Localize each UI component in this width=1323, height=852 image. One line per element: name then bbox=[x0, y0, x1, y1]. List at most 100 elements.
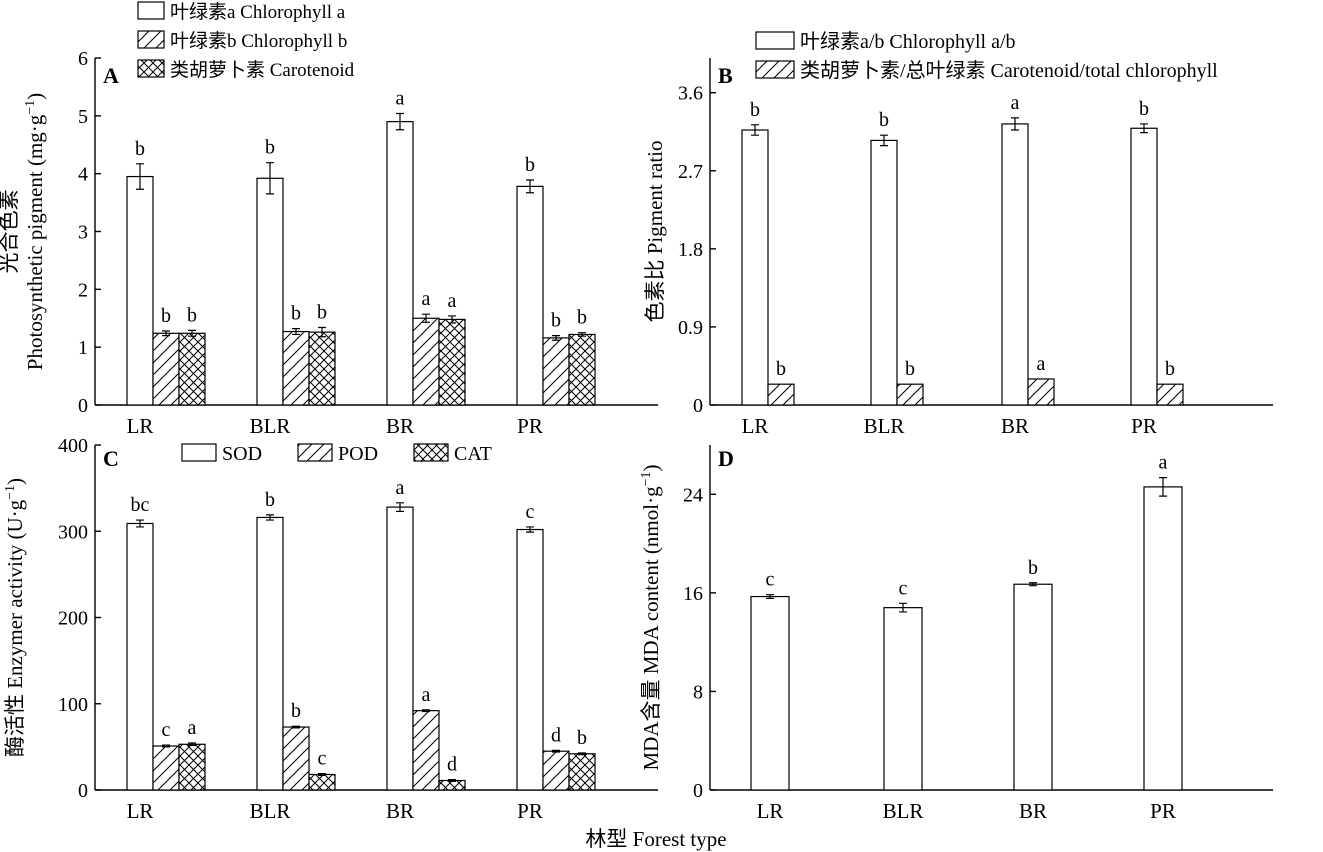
panel-d-y-tick-label: 24 bbox=[683, 484, 703, 506]
panel-c-bar bbox=[282, 726, 310, 791]
panel-a-y-title-cn: 光合色素 bbox=[0, 190, 21, 274]
panel-a-error-bar bbox=[552, 335, 560, 341]
panel-a-error-bar bbox=[396, 112, 404, 131]
panel-a-bar bbox=[152, 332, 180, 406]
panel-a-bar bbox=[256, 177, 284, 406]
x-axis-title: 林型 Forest type bbox=[585, 827, 726, 851]
panel-c-legend-swatch bbox=[297, 443, 333, 462]
panel-b-significance-letter: a bbox=[1037, 353, 1046, 375]
panel-a-bar bbox=[568, 333, 596, 406]
panel-b-legend-swatch bbox=[755, 60, 795, 79]
panel-a-significance-letter: b bbox=[577, 307, 587, 329]
panel-c-significance-letter: b bbox=[265, 489, 275, 511]
panel-a-error-bar bbox=[136, 163, 144, 190]
panel-b-significance-letter: b bbox=[776, 358, 786, 380]
panel-b-y-tick-label: 3.6 bbox=[678, 83, 703, 105]
panel-c-bar bbox=[256, 516, 284, 791]
panel-b-x-tick-label: PR bbox=[1131, 414, 1157, 438]
panel-a-significance-letter: b bbox=[135, 138, 145, 160]
panel-d-letter: D bbox=[718, 446, 734, 471]
panel-d: D 0 8 16 24 c c b a LR BLR BR PR MDA含量 MDA content (… bbox=[639, 445, 1273, 823]
panel-a-bar bbox=[542, 337, 570, 406]
panel-b-x-tick-label: BR bbox=[1001, 414, 1029, 438]
panel-a-legend-swatch bbox=[137, 59, 165, 78]
panel-a-error-bar bbox=[448, 315, 456, 324]
panel-c-bar bbox=[568, 753, 596, 791]
panel-b-legend: 叶绿素a/b Chlorophyll a/b 类胡萝卜素/总叶绿素 Caroten… bbox=[755, 30, 1218, 82]
panel-b-bar bbox=[1130, 127, 1158, 406]
panel-c-x-tick-label: LR bbox=[127, 799, 154, 823]
panel-c-error-bar bbox=[136, 519, 144, 528]
panel-c-bar bbox=[542, 750, 570, 791]
panel-c-y-tick-label: 100 bbox=[58, 694, 88, 716]
panel-a-significance-letter: b bbox=[265, 137, 275, 159]
panel-c-y-tick-label: 200 bbox=[58, 608, 88, 630]
panel-b: B 0 0.9 1.8 2.7 3.6 b b a b b b a b LR BLR BR PR 色素比 Pigm… bbox=[643, 30, 1273, 438]
panel-b-bar bbox=[1001, 123, 1029, 406]
panel-a-error-bar bbox=[188, 329, 196, 337]
panel-c-error-bar bbox=[578, 752, 586, 756]
panel-a-y-tick-label: 1 bbox=[78, 337, 88, 359]
panel-c-x-tick-label: BR bbox=[386, 799, 414, 823]
panel-d-x-tick-label: BR bbox=[1019, 799, 1047, 823]
panel-d-bar bbox=[883, 607, 923, 791]
panel-d-error-bar bbox=[766, 594, 774, 600]
panel-a-legend-swatch bbox=[137, 1, 165, 20]
panel-a-error-bar bbox=[578, 332, 586, 337]
panel-b-x-tick-label: LR bbox=[742, 414, 769, 438]
panel-c-significance-letter: d bbox=[551, 724, 561, 746]
panel-b-letter: B bbox=[718, 63, 733, 88]
panel-c-legend: SOD POD CAT bbox=[181, 443, 492, 465]
panel-a-x-tick-label: BLR bbox=[250, 414, 291, 438]
panel-a-y-tick-label: 4 bbox=[78, 164, 88, 186]
panel-c-legend-swatch bbox=[413, 443, 449, 462]
panel-c-significance-letter: c bbox=[318, 748, 327, 770]
panel-c-y-title: 酶活性 Enzymer activity (U·g−1) bbox=[3, 478, 27, 757]
panel-a-legend-swatch bbox=[137, 30, 165, 49]
panel-a-bar bbox=[178, 332, 206, 406]
panel-a-significance-letter: b bbox=[291, 303, 301, 325]
panel-a-y-tick-label: 0 bbox=[78, 395, 88, 417]
panel-c-legend-label: POD bbox=[338, 443, 378, 465]
panel-d-y-tick-label: 0 bbox=[693, 780, 703, 802]
panel-a-x-tick-label: LR bbox=[127, 414, 154, 438]
panel-a-error-bar bbox=[292, 328, 300, 336]
panel-d-y-tick-label: 8 bbox=[693, 681, 703, 703]
panel-a-significance-letter: b bbox=[551, 310, 561, 332]
panel-b-bar bbox=[1027, 378, 1055, 406]
panel-a-error-bar bbox=[318, 326, 326, 338]
panel-a-letter: A bbox=[103, 63, 119, 88]
panel-c-legend-swatch bbox=[181, 443, 217, 462]
panel-a-significance-letter: b bbox=[161, 305, 171, 327]
panel-d-bar bbox=[750, 595, 790, 791]
panel-d-error-bar bbox=[1029, 582, 1037, 587]
panel-c-bar bbox=[308, 773, 336, 791]
panel-d-significance-letter: c bbox=[899, 577, 908, 599]
panel-a-x-tick-label: PR bbox=[517, 414, 543, 438]
panel-c-bar bbox=[516, 528, 544, 791]
panel-c-legend-label: CAT bbox=[454, 443, 492, 465]
panel-c-error-bar bbox=[188, 742, 196, 747]
panel-a-significance-letter: a bbox=[448, 290, 457, 312]
panel-a-legend: 叶绿素a Chlorophyll a 叶绿素b Chlorophyll b 类胡萝卜… bbox=[137, 1, 355, 81]
panel-b-error-bar bbox=[751, 124, 759, 136]
panel-a-error-bar bbox=[526, 179, 534, 194]
panel-c-significance-letter: c bbox=[162, 719, 171, 741]
panel-c-letter: C bbox=[103, 446, 119, 471]
panel-c-bar bbox=[126, 522, 154, 791]
panel-b-significance-letter: b bbox=[1139, 98, 1149, 120]
panel-b-significance-letter: b bbox=[905, 358, 915, 380]
panel-c-significance-letter: d bbox=[447, 754, 457, 776]
panel-c-significance-letter: a bbox=[396, 477, 405, 499]
panel-b-legend-label: 类胡萝卜素/总叶绿素 Carotenoid/total chlorophyll bbox=[800, 59, 1218, 82]
panel-c-error-bar bbox=[396, 502, 404, 513]
panel-b-bar bbox=[896, 383, 924, 406]
panel-a-error-bar bbox=[162, 330, 170, 337]
panel-a-legend-label: 叶绿素a Chlorophyll a bbox=[170, 1, 346, 23]
panel-d-bar bbox=[1013, 583, 1053, 791]
panel-c-significance-letter: c bbox=[526, 501, 535, 523]
panel-d-y-title: MDA含量 MDA content (nmol·g−1) bbox=[639, 465, 663, 771]
panel-c-x-tick-label: BLR bbox=[250, 799, 291, 823]
